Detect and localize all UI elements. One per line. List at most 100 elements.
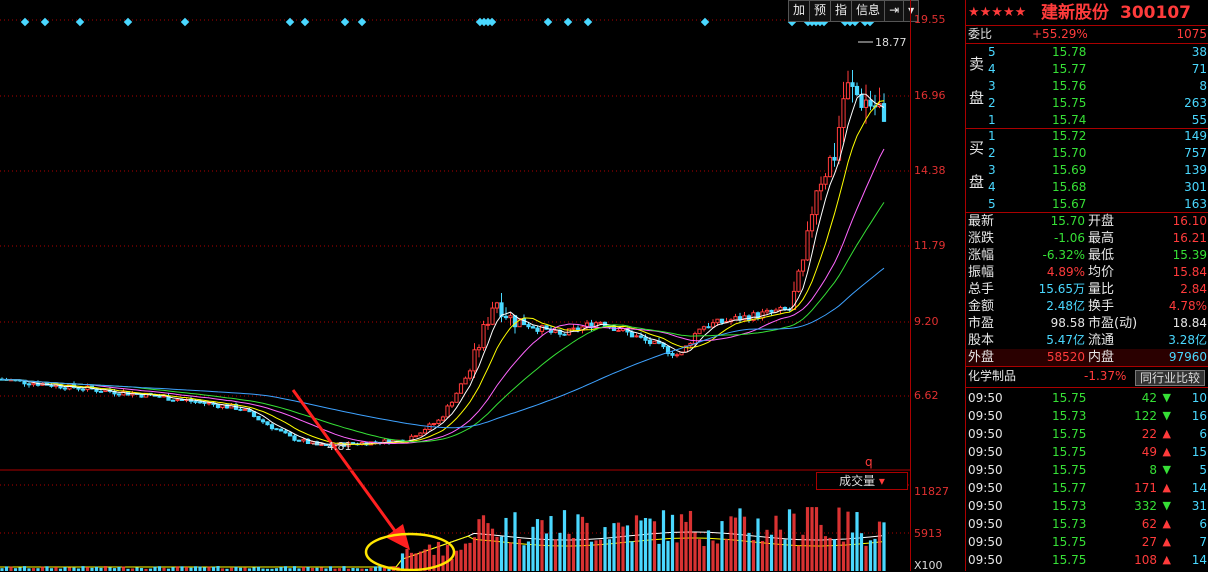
volume-bar[interactable] xyxy=(846,511,850,571)
volume-bar[interactable] xyxy=(756,518,760,571)
candle-body[interactable] xyxy=(49,384,54,387)
volume-bar[interactable] xyxy=(288,568,292,571)
candle-body[interactable] xyxy=(508,315,513,319)
volume-bar[interactable] xyxy=(535,519,540,571)
volume-bar[interactable] xyxy=(355,568,360,571)
candle-body[interactable] xyxy=(269,424,275,430)
volume-bar[interactable] xyxy=(805,507,810,571)
volume-bar[interactable] xyxy=(801,534,805,571)
event-diamond-icon[interactable] xyxy=(700,17,710,27)
volume-bar[interactable] xyxy=(607,539,612,571)
volume-bar[interactable] xyxy=(823,536,828,571)
candle-body[interactable] xyxy=(701,326,707,330)
event-diamond-icon[interactable] xyxy=(583,17,593,27)
volume-bar[interactable] xyxy=(571,537,576,571)
tick-row[interactable]: 09:50 15.75 108 ▲ 14 xyxy=(966,551,1208,569)
volume-bar[interactable] xyxy=(220,568,225,571)
volume-bar[interactable] xyxy=(693,532,697,571)
volume-bar[interactable] xyxy=(18,567,22,571)
volume-bar[interactable] xyxy=(373,566,378,571)
volume-bar[interactable] xyxy=(207,566,211,571)
candle-body[interactable] xyxy=(62,387,68,390)
volume-bar[interactable] xyxy=(832,539,837,571)
volume-bar[interactable] xyxy=(760,540,765,571)
volume-bar[interactable] xyxy=(630,541,634,571)
volume-bar[interactable] xyxy=(333,568,337,571)
candle-body[interactable] xyxy=(467,370,473,379)
volume-bar[interactable] xyxy=(405,549,409,571)
volume-bar[interactable] xyxy=(540,520,544,571)
volume-bar[interactable] xyxy=(841,541,846,571)
candle-body[interactable] xyxy=(481,324,486,349)
candle-body[interactable] xyxy=(845,82,851,100)
volume-bar[interactable] xyxy=(427,544,432,571)
volume-bar[interactable] xyxy=(198,566,202,571)
volume-bar[interactable] xyxy=(864,545,868,571)
volume-bar[interactable] xyxy=(472,537,477,571)
kline-chart[interactable]: 18.77 4.81 q xyxy=(0,0,910,571)
volume-bar[interactable] xyxy=(837,507,841,571)
volume-bar[interactable] xyxy=(603,527,607,571)
tick-row[interactable]: 09:50 15.75 42 ▼ 10 xyxy=(966,389,1208,407)
volume-bar[interactable] xyxy=(364,568,369,571)
volume-bar[interactable] xyxy=(544,533,549,571)
volume-bar[interactable] xyxy=(49,568,54,571)
volume-bar[interactable] xyxy=(166,568,171,571)
candle-body[interactable] xyxy=(670,353,675,356)
volume-bar[interactable] xyxy=(688,510,693,571)
volume-bar[interactable] xyxy=(27,568,31,571)
volume-bar[interactable] xyxy=(279,567,283,571)
volume-bar[interactable] xyxy=(229,567,234,571)
volume-bar[interactable] xyxy=(522,545,526,571)
volume-bar[interactable] xyxy=(733,517,738,571)
candle-body[interactable] xyxy=(796,270,801,292)
candle-body[interactable] xyxy=(530,326,536,329)
volume-bar[interactable] xyxy=(567,533,571,571)
volume-bar[interactable] xyxy=(504,517,508,571)
event-diamond-icon[interactable] xyxy=(20,17,30,27)
candle-body[interactable] xyxy=(859,94,864,108)
candle-body[interactable] xyxy=(733,316,738,321)
volume-bar[interactable] xyxy=(243,567,247,571)
volume-bar[interactable] xyxy=(477,519,481,571)
volume-bar[interactable] xyxy=(481,515,486,571)
industry-compare-button[interactable]: 同行业比较 xyxy=(1134,370,1205,386)
volume-bar[interactable] xyxy=(670,514,675,571)
volume-bar[interactable] xyxy=(310,567,315,571)
volume-bar[interactable] xyxy=(22,566,27,571)
volume-bar[interactable] xyxy=(85,567,90,571)
candle-body[interactable] xyxy=(278,428,284,432)
volume-bar[interactable] xyxy=(297,568,301,571)
volume-bar[interactable] xyxy=(463,543,468,571)
candle-body[interactable] xyxy=(629,331,635,338)
candle-body[interactable] xyxy=(202,401,207,404)
volume-bar[interactable] xyxy=(193,566,198,571)
candle-body[interactable] xyxy=(206,402,212,405)
candle-body[interactable] xyxy=(31,382,36,386)
volume-bar[interactable] xyxy=(103,566,108,571)
candle-body[interactable] xyxy=(823,176,828,185)
volume-bar[interactable] xyxy=(468,542,472,571)
volume-bar[interactable] xyxy=(711,540,715,571)
volume-bar[interactable] xyxy=(787,509,792,571)
candle-body[interactable] xyxy=(539,325,545,332)
candle-body[interactable] xyxy=(881,103,887,122)
candle-body[interactable] xyxy=(562,333,567,336)
candle-body[interactable] xyxy=(742,315,747,321)
volume-bar[interactable] xyxy=(625,525,630,571)
candle-body[interactable] xyxy=(832,156,837,161)
volume-bar[interactable] xyxy=(495,536,499,571)
volume-bar[interactable] xyxy=(877,521,882,571)
volume-bar[interactable] xyxy=(135,567,139,571)
volume-bar[interactable] xyxy=(387,568,391,571)
volume-bars[interactable] xyxy=(0,507,886,571)
volume-bar[interactable] xyxy=(675,542,679,571)
volume-bar[interactable] xyxy=(162,567,166,571)
volume-bar[interactable] xyxy=(175,566,180,571)
candle-body[interactable] xyxy=(274,428,279,431)
volume-bar[interactable] xyxy=(418,551,423,571)
volume-bar[interactable] xyxy=(265,568,270,571)
volume-bar[interactable] xyxy=(697,539,702,571)
volume-bar[interactable] xyxy=(742,516,747,571)
candle-body[interactable] xyxy=(445,405,450,418)
